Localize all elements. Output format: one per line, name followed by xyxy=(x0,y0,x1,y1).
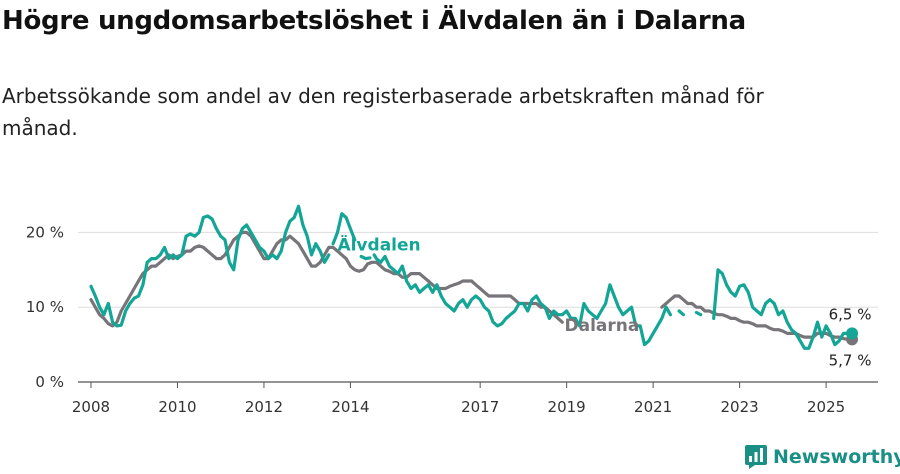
x-tick-label: 2017 xyxy=(461,398,499,416)
y-tick-label: 20 % xyxy=(26,223,64,241)
series-label-dalarna: Dalarna xyxy=(564,316,639,336)
newsworthy-logo: Newsworthy xyxy=(745,444,900,470)
x-tick-label: 2014 xyxy=(331,398,369,416)
x-tick-label: 2021 xyxy=(634,398,672,416)
brand-name: Newsworthy xyxy=(773,446,900,468)
end-label-alvdalen: 6,5 % xyxy=(829,305,872,323)
gridlines xyxy=(78,231,878,308)
series-label-alvdalen: Älvdalen xyxy=(337,233,420,255)
x-tick-label: 2023 xyxy=(721,398,759,416)
series-line-dalarna xyxy=(89,230,564,328)
end-label-dalarna: 5,7 % xyxy=(829,351,872,369)
x-tick-label: 2025 xyxy=(807,398,845,416)
x-tick-label: 2010 xyxy=(158,398,196,416)
y-tick-label: 0 % xyxy=(35,373,64,391)
end-marker-alvdalen xyxy=(846,327,859,340)
y-axis-ticks: 0 % 10 % 20 % xyxy=(26,223,64,391)
x-tick-label: 2019 xyxy=(548,398,586,416)
y-tick-label: 10 % xyxy=(26,298,64,316)
x-axis: 2008 2010 2012 2014 2017 2019 2021 2023 2025 xyxy=(72,381,878,416)
chart-title: Högre ungdomsarbetslöshet i Älvdalen än … xyxy=(2,6,746,36)
chart-subtitle: Arbetssökande som andel av den registerb… xyxy=(2,84,764,140)
series-line-älvdalen xyxy=(89,204,854,350)
x-tick-label: 2008 xyxy=(72,398,110,416)
series-lines xyxy=(89,204,854,350)
x-tick-label: 2012 xyxy=(245,398,283,416)
newsworthy-icon xyxy=(745,445,767,469)
series-labels: 6,5 % 5,7 % Älvdalen Dalarna xyxy=(337,233,871,369)
